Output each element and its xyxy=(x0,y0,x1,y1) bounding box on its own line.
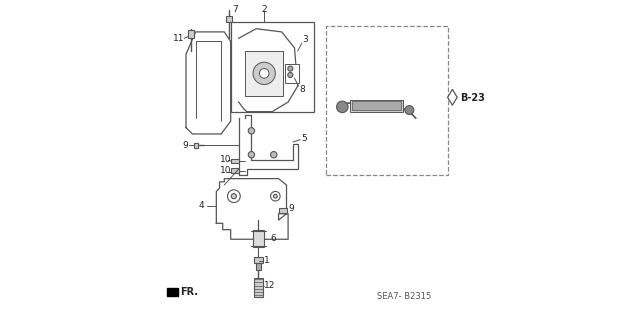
Bar xyxy=(254,278,262,297)
Text: 4: 4 xyxy=(199,201,204,210)
Bar xyxy=(231,168,239,173)
Text: FR.: FR. xyxy=(180,287,198,297)
Text: 8: 8 xyxy=(300,85,305,94)
Text: 3: 3 xyxy=(303,35,308,44)
Text: 10: 10 xyxy=(220,166,231,175)
Circle shape xyxy=(273,194,277,198)
Bar xyxy=(230,22,314,112)
Bar xyxy=(188,30,194,38)
Bar xyxy=(231,159,239,163)
Bar xyxy=(226,16,232,22)
Bar xyxy=(350,100,403,112)
Circle shape xyxy=(227,190,240,203)
Circle shape xyxy=(271,191,280,201)
Circle shape xyxy=(253,62,275,85)
Bar xyxy=(278,208,287,213)
Text: 6: 6 xyxy=(271,234,276,243)
Bar xyxy=(253,230,264,247)
Text: 9: 9 xyxy=(288,204,294,213)
Circle shape xyxy=(231,194,236,199)
Bar xyxy=(352,101,401,110)
Bar xyxy=(326,26,447,175)
Circle shape xyxy=(288,66,293,71)
Text: 5: 5 xyxy=(301,134,307,143)
Bar xyxy=(245,51,284,96)
Text: 10: 10 xyxy=(220,155,231,164)
Polygon shape xyxy=(447,89,457,105)
Circle shape xyxy=(259,69,269,78)
Circle shape xyxy=(288,72,293,78)
Polygon shape xyxy=(167,288,178,296)
Bar xyxy=(194,143,198,148)
Text: SEA7- B2315: SEA7- B2315 xyxy=(378,292,431,301)
Text: 1: 1 xyxy=(264,256,270,265)
Text: 7: 7 xyxy=(232,5,238,14)
Text: 9: 9 xyxy=(183,141,189,150)
Circle shape xyxy=(337,101,348,113)
Bar xyxy=(254,257,262,263)
Bar xyxy=(256,263,260,270)
Text: 12: 12 xyxy=(264,281,276,290)
Text: 2: 2 xyxy=(261,5,267,14)
Text: B-23: B-23 xyxy=(460,93,484,103)
Circle shape xyxy=(248,152,255,158)
Text: 11: 11 xyxy=(173,34,185,43)
Circle shape xyxy=(248,128,255,134)
Bar xyxy=(285,64,300,83)
Circle shape xyxy=(271,152,277,158)
Circle shape xyxy=(405,106,414,115)
